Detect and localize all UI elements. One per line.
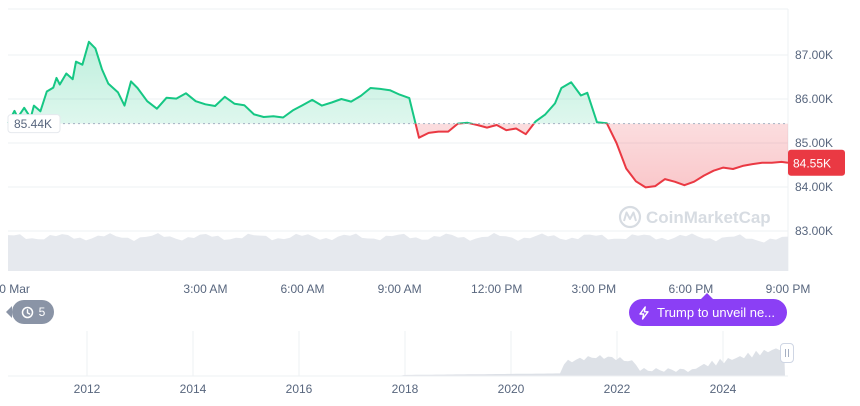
lightning-icon [639, 305, 649, 320]
x-tick-label: 9:00 PM [766, 282, 811, 296]
x-tick-label: 6:00 AM [281, 282, 325, 296]
y-axis: 87.00K 86.00K 85.00K 84.00K 83.00K [795, 48, 833, 238]
navigator-tick-label: 2020 [498, 382, 525, 396]
y-tick-label: 85.00K [795, 136, 833, 150]
news-button[interactable]: Trump to unveil ne... [629, 293, 787, 326]
navigator-tick-label: 2012 [74, 382, 101, 396]
history-badge[interactable]: 5 [6, 300, 54, 324]
navigator-handle[interactable] [780, 343, 794, 363]
x-tick-label: 3:00 AM [183, 282, 227, 296]
x-tick-label: 20 Mar [0, 282, 30, 296]
y-tick-label: 87.00K [795, 48, 833, 62]
news-text: Trump to unveil ne... [657, 305, 776, 320]
price-line [7, 40, 789, 189]
series-line-up [7, 40, 609, 124]
x-tick-label: 6:00 PM [669, 282, 714, 296]
price-area [8, 41, 788, 188]
x-tick-label: 9:00 AM [378, 282, 422, 296]
history-count: 5 [38, 305, 46, 319]
navigator-tick-label: 2024 [710, 382, 737, 396]
area-up [8, 41, 788, 124]
navigator-tick-label: 2014 [180, 382, 207, 396]
navigator-tick-label: 2018 [392, 382, 419, 396]
current-price-label: 84.55K [793, 156, 831, 170]
y-tick-label: 84.00K [795, 180, 833, 194]
y-tick-label: 83.00K [795, 224, 833, 238]
navigator-tick-label: 2016 [286, 382, 313, 396]
history-icon [21, 306, 33, 318]
volume-band [8, 233, 788, 271]
watermark-text: CoinMarketCap [646, 208, 771, 227]
navigator[interactable]: 2012 2014 2016 2018 2020 2022 2024 [8, 331, 788, 396]
navigator-bg [8, 331, 788, 376]
reference-pill: 85.44K [7, 114, 61, 134]
x-axis: 20 Mar 3:00 AM 6:00 AM 9:00 AM 12:00 PM 3:00 … [0, 282, 810, 296]
x-tick-label: 12:00 PM [471, 282, 522, 296]
series-line-down [8, 123, 789, 189]
area-down [415, 123, 788, 188]
coinmarketcap-watermark: CoinMarketCap [618, 205, 771, 229]
coinmarketcap-logo-icon [618, 205, 642, 229]
reference-label: 85.44K [14, 117, 52, 131]
navigator-tick-label: 2022 [604, 382, 631, 396]
y-tick-label: 86.00K [795, 92, 833, 106]
volume-area [8, 233, 788, 271]
navigator-area [8, 345, 785, 376]
current-price-pill: 84.55K [788, 149, 845, 176]
x-tick-label: 3:00 PM [571, 282, 616, 296]
